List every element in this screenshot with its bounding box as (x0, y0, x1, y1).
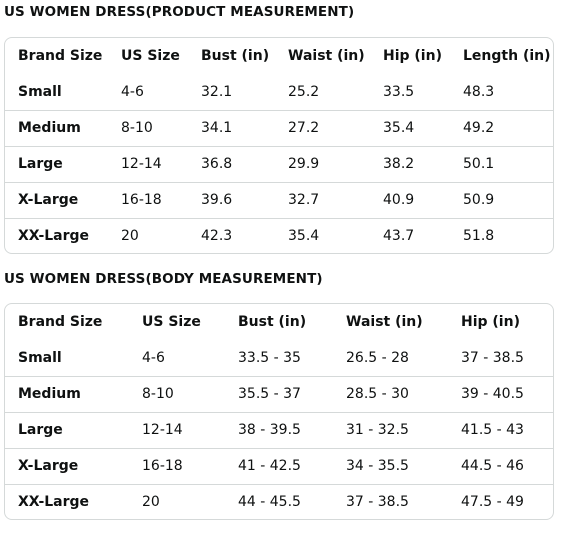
header-hip: Hip (in) (461, 314, 520, 330)
cell-hip: 39 - 40.5 (448, 375, 553, 412)
cell-waist: 32.7 (275, 181, 370, 218)
cell-brand-size: XX-Large (5, 483, 129, 519)
table-header-row: Brand Size US Size Bust (in) Waist (in) … (5, 38, 553, 74)
cell-us-size: 16-18 (129, 447, 225, 484)
cell-waist: 25.2 (288, 83, 320, 100)
cell-hip: 38.2 (370, 145, 450, 182)
header-bust: Bust (in) (201, 48, 270, 64)
cell-brand-size: Medium (5, 375, 129, 412)
cell-bust: 38 - 39.5 (225, 411, 333, 448)
cell-waist: 34 - 35.5 (333, 447, 448, 484)
table-row: XX-Large 20 42.3 35.4 43.7 51.8 (5, 217, 553, 253)
cell-bust: 39.6 (188, 181, 275, 218)
cell-us-size: 4-6 (142, 349, 165, 366)
header-hip: Hip (in) (383, 48, 442, 64)
cell-length: 48.3 (463, 83, 495, 100)
table-row: Medium 8-10 35.5 - 37 28.5 - 30 39 - 40.… (5, 375, 553, 412)
cell-bust: 34.1 (188, 109, 275, 146)
cell-waist: 28.5 - 30 (333, 375, 448, 412)
table-row: X-Large 16-18 41 - 42.5 34 - 35.5 44.5 -… (5, 447, 553, 484)
cell-bust: 35.5 - 37 (225, 375, 333, 412)
cell-waist: 29.9 (275, 145, 370, 182)
cell-us-size: 4-6 (121, 83, 144, 100)
header-brand-size: Brand Size (18, 314, 103, 330)
cell-brand-size: Small (18, 349, 62, 366)
header-us-size: US Size (121, 48, 180, 64)
cell-waist: 27.2 (275, 109, 370, 146)
cell-hip: 35.4 (370, 109, 450, 146)
table-row: Medium 8-10 34.1 27.2 35.4 49.2 (5, 109, 553, 146)
cell-brand-size: X-Large (5, 447, 129, 484)
cell-hip: 37 - 38.5 (461, 349, 524, 366)
cell-bust: 36.8 (188, 145, 275, 182)
cell-hip: 44.5 - 46 (448, 447, 553, 484)
cell-waist: 26.5 - 28 (346, 349, 409, 366)
body-measurement-title: US WOMEN DRESS(BODY MEASUREMENT) (4, 271, 323, 287)
header-waist: Waist (in) (288, 48, 365, 64)
body-measurement-table-container: Brand Size US Size Bust (in) Waist (in) … (4, 303, 554, 520)
cell-hip: 43.7 (370, 217, 450, 253)
cell-hip: 40.9 (370, 181, 450, 218)
table-row: Large 12-14 38 - 39.5 31 - 32.5 41.5 - 4… (5, 411, 553, 448)
product-measurement-title: US WOMEN DRESS(PRODUCT MEASUREMENT) (4, 4, 355, 20)
cell-length: 51.8 (450, 217, 553, 253)
cell-length: 49.2 (450, 109, 553, 146)
cell-brand-size: Large (5, 145, 108, 182)
table-row: XX-Large 20 44 - 45.5 37 - 38.5 47.5 - 4… (5, 483, 553, 519)
cell-hip: 47.5 - 49 (448, 483, 553, 519)
cell-waist: 35.4 (275, 217, 370, 253)
table-row: Large 12-14 36.8 29.9 38.2 50.1 (5, 145, 553, 182)
table-header-row: Brand Size US Size Bust (in) Waist (in) … (5, 304, 553, 340)
cell-brand-size: Small (18, 83, 62, 100)
table-row: X-Large 16-18 39.6 32.7 40.9 50.9 (5, 181, 553, 218)
cell-us-size: 20 (129, 483, 225, 519)
body-measurement-table: Brand Size US Size Bust (in) Waist (in) … (5, 304, 553, 519)
cell-us-size: 8-10 (108, 109, 188, 146)
cell-us-size: 12-14 (108, 145, 188, 182)
cell-hip: 33.5 (383, 83, 415, 100)
cell-bust: 33.5 - 35 (238, 349, 301, 366)
cell-hip: 41.5 - 43 (448, 411, 553, 448)
header-us-size: US Size (142, 314, 201, 330)
cell-us-size: 20 (108, 217, 188, 253)
cell-brand-size: Medium (5, 109, 108, 146)
header-length: Length (in) (463, 48, 551, 64)
product-measurement-table: Brand Size US Size Bust (in) Waist (in) … (5, 38, 553, 253)
cell-bust: 32.1 (201, 83, 233, 100)
cell-waist: 37 - 38.5 (333, 483, 448, 519)
table-row: Small 4-6 32.1 25.2 33.5 48.3 (5, 74, 553, 110)
cell-length: 50.9 (450, 181, 553, 218)
header-waist: Waist (in) (346, 314, 423, 330)
cell-us-size: 8-10 (129, 375, 225, 412)
cell-waist: 31 - 32.5 (333, 411, 448, 448)
cell-brand-size: Large (5, 411, 129, 448)
header-bust: Bust (in) (238, 314, 307, 330)
product-measurement-table-container: Brand Size US Size Bust (in) Waist (in) … (4, 37, 554, 254)
cell-us-size: 12-14 (129, 411, 225, 448)
header-brand-size: Brand Size (18, 48, 103, 64)
cell-us-size: 16-18 (108, 181, 188, 218)
cell-length: 50.1 (450, 145, 553, 182)
cell-brand-size: X-Large (5, 181, 108, 218)
cell-brand-size: XX-Large (5, 217, 108, 253)
cell-bust: 41 - 42.5 (225, 447, 333, 484)
cell-bust: 44 - 45.5 (225, 483, 333, 519)
cell-bust: 42.3 (188, 217, 275, 253)
table-row: Small 4-6 33.5 - 35 26.5 - 28 37 - 38.5 (5, 340, 553, 376)
